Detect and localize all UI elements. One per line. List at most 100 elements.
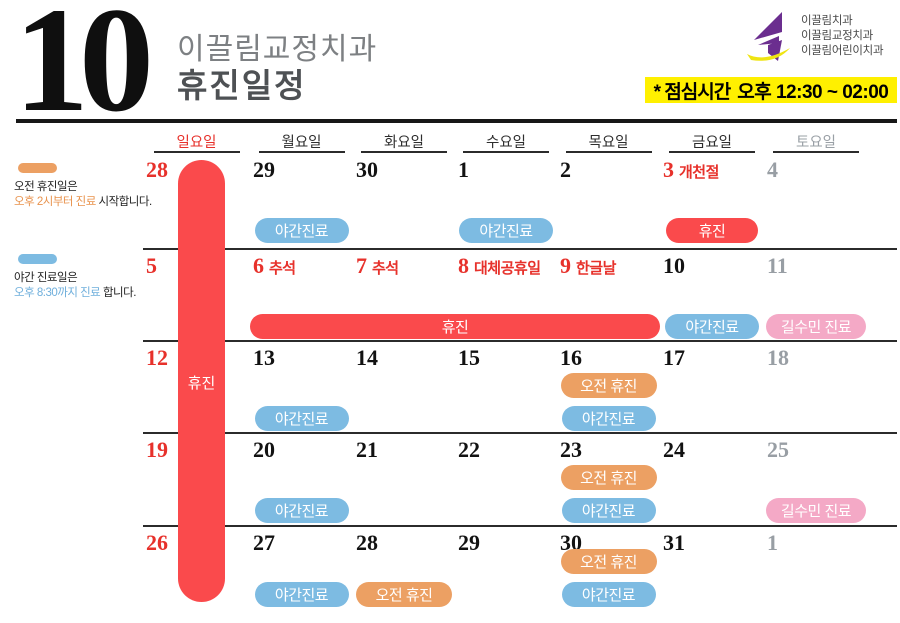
logo-bird-icon — [747, 12, 790, 61]
date-number: 30 — [560, 530, 582, 555]
date-number: 18 — [767, 345, 789, 370]
date-cell: 11 — [767, 255, 788, 277]
weekday-underline — [669, 151, 755, 153]
page-title: 휴진일정 — [177, 67, 307, 104]
pill-gilsumin: 길수민 진료 — [766, 498, 866, 523]
morning-legend-suffix: 시작합니다. — [95, 196, 153, 208]
night-legend-highlight: 오후 8:30까지 진료 — [14, 287, 101, 299]
date-cell: 12 — [146, 347, 168, 369]
date-cell: 13 — [253, 347, 275, 369]
weekday-underline — [153, 151, 240, 153]
pill-morning: 오전 휴진 — [560, 549, 657, 574]
holiday-label: 개천절 — [679, 164, 719, 181]
date-cell: 2 — [560, 159, 571, 181]
date-number: 11 — [767, 253, 788, 278]
date-cell: 18 — [767, 347, 789, 369]
lunch-hours-time: 오후 12:30 ~ 02:00 — [737, 81, 889, 103]
date-cell: 5 — [146, 255, 157, 277]
date-cell: 27 — [253, 532, 275, 554]
morning-legend-line1: 오전 휴진일은 — [14, 181, 78, 193]
date-number: 29 — [458, 530, 480, 555]
date-cell: 28 — [356, 532, 378, 554]
pill-morning: 오전 휴진 — [560, 373, 657, 398]
pill-night: 야간진료 — [665, 314, 759, 339]
date-cell: 30 — [356, 159, 378, 181]
date-number: 1 — [767, 530, 778, 555]
sunday-closed-banner-label: 휴진 — [187, 375, 216, 392]
date-cell: 22 — [458, 439, 480, 461]
week-divider — [143, 340, 897, 342]
date-number: 22 — [458, 437, 480, 462]
date-cell: 29 — [253, 159, 275, 181]
clinic-name: 이끌림교정치과 — [177, 33, 378, 66]
logo-text: 이끌림치과 이끌림교정치과 이끌림어린이치과 — [801, 11, 884, 63]
week-divider — [143, 525, 897, 527]
pill-night: 야간진료 — [561, 406, 656, 431]
weekday-underline — [565, 151, 652, 153]
date-cell: 24 — [663, 439, 685, 461]
holiday-label: 한글날 — [576, 260, 616, 277]
date-number: 8 — [458, 253, 469, 278]
date-cell: 10 — [663, 255, 685, 277]
pill-night: 야간진료 — [254, 218, 349, 243]
date-cell: 14 — [356, 347, 378, 369]
pill-gilsumin: 길수민 진료 — [766, 314, 866, 339]
weekday-underline — [258, 151, 345, 153]
date-cell: 28 — [146, 159, 168, 181]
date-cell: 16 — [560, 347, 582, 369]
date-number: 9 — [560, 253, 571, 278]
date-number: 12 — [146, 345, 168, 370]
date-number: 31 — [663, 530, 685, 555]
date-number: 7 — [356, 253, 367, 278]
date-cell: 21 — [356, 439, 378, 461]
date-number: 20 — [253, 437, 275, 462]
week-divider — [143, 432, 897, 434]
date-cell: 31 — [663, 532, 685, 554]
date-number: 16 — [560, 345, 582, 370]
weekday-underline — [773, 151, 859, 153]
date-number: 26 — [146, 530, 168, 555]
date-number: 3 — [663, 157, 674, 182]
date-number: 5 — [146, 253, 157, 278]
morning-off-legend-text: 오전 휴진일은 오후 2시부터 진료 시작합니다. — [14, 180, 154, 210]
morning-off-legend-swatch — [18, 163, 57, 173]
date-cell: 17 — [663, 347, 685, 369]
weekday-label-3: 화요일 — [383, 135, 425, 151]
holiday-label: 대체공휴일 — [474, 260, 541, 277]
pill-night: 야간진료 — [561, 582, 656, 607]
pill-night: 야간진료 — [561, 498, 656, 523]
lunch-hours-label: * 점심시간 — [653, 81, 732, 103]
pill-night: 야간진료 — [254, 498, 349, 523]
date-cell: 3 개천절 — [663, 159, 719, 182]
date-number: 1 — [458, 157, 469, 182]
date-number: 2 — [560, 157, 571, 182]
lunch-hours-banner: * 점심시간 오후 12:30 ~ 02:00 — [645, 77, 897, 103]
date-number: 28 — [356, 530, 378, 555]
date-cell: 1 — [458, 159, 469, 181]
pill-closed: 휴진 — [666, 218, 758, 243]
date-number: 27 — [253, 530, 275, 555]
date-number: 23 — [560, 437, 582, 462]
weekday-label-2: 월요일 — [281, 135, 322, 151]
date-number: 4 — [767, 157, 778, 182]
date-cell: 6 추석 — [253, 255, 296, 278]
pill-morning: 오전 휴진 — [560, 465, 657, 490]
date-cell: 4 — [767, 159, 778, 181]
date-number: 24 — [663, 437, 685, 462]
date-cell: 19 — [146, 439, 168, 461]
date-cell: 9 한글날 — [560, 255, 616, 278]
date-number: 13 — [253, 345, 275, 370]
holiday-label: 추석 — [269, 260, 296, 277]
date-cell: 20 — [253, 439, 275, 461]
week-divider — [143, 248, 897, 250]
date-number: 25 — [767, 437, 789, 462]
pill-morning: 오전 휴진 — [356, 582, 452, 607]
header-divider — [16, 119, 897, 123]
pill-night: 야간진료 — [459, 218, 553, 243]
date-number: 10 — [663, 253, 685, 278]
date-number: 30 — [356, 157, 378, 182]
month-number: 10 — [14, 0, 154, 143]
night-care-legend-text: 야간 진료일은 오후 8:30까지 진료 합니다. — [14, 271, 154, 301]
